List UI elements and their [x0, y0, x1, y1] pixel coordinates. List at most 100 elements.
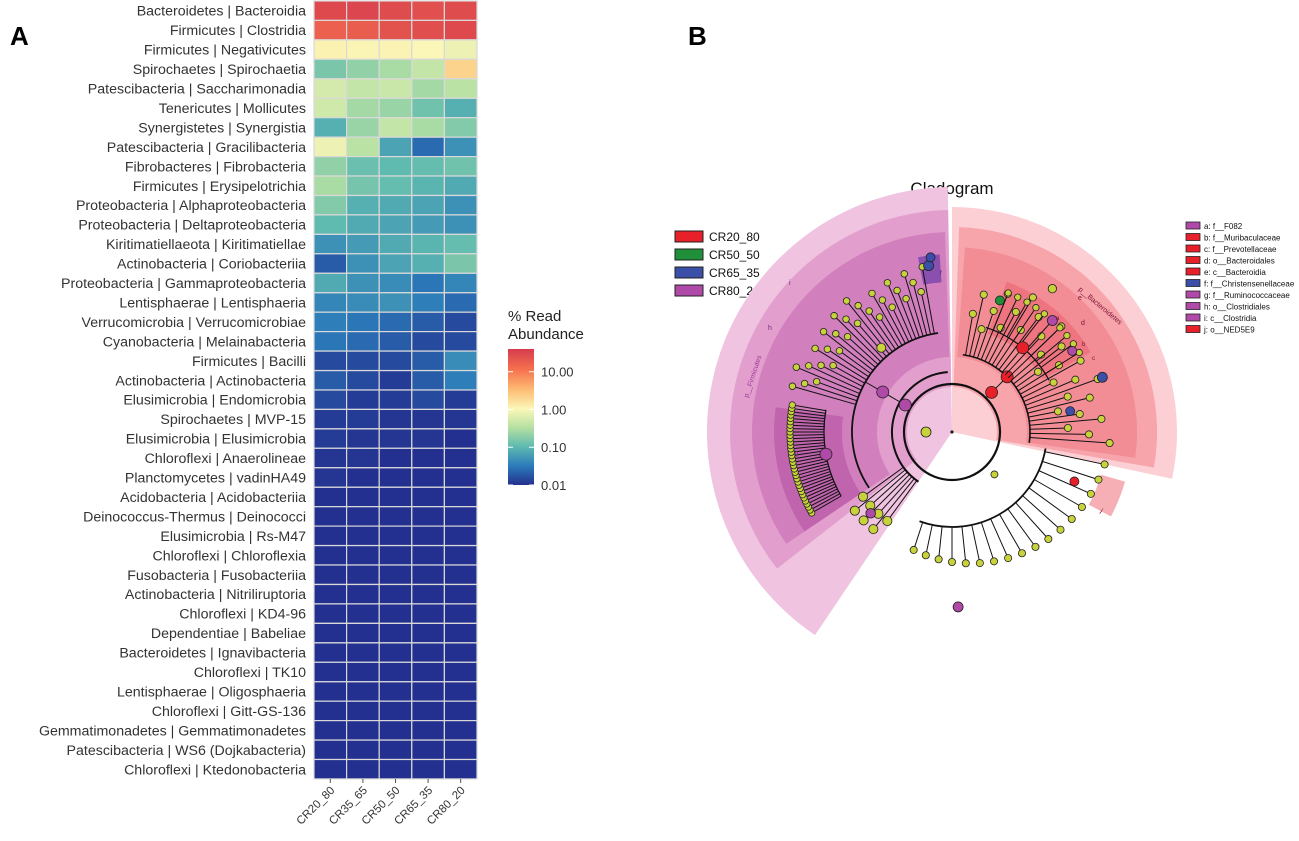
tree-node	[979, 290, 988, 299]
tree-branch	[971, 524, 981, 564]
tree-branch	[799, 476, 833, 489]
tree-node	[934, 555, 943, 564]
heatmap-cell	[411, 739, 445, 761]
heatmap-cell	[378, 544, 413, 566]
tree-node	[1056, 525, 1065, 534]
legend-label-cr50-50: CR50_50	[709, 248, 760, 262]
heatmap-cell	[378, 272, 413, 294]
tree-branch	[790, 436, 825, 440]
tree-branch	[1019, 313, 1045, 346]
heatmap-cell	[443, 603, 478, 624]
heatmap-cell	[411, 408, 445, 430]
heatmap-cell	[346, 19, 380, 41]
heatmap-cell	[378, 603, 413, 624]
heatmap-row-label: Chloroflexi | Chloroflexia	[152, 548, 306, 564]
heatmap-row-label: Patescibacteria | WS6 (Dojkabacteria)	[67, 743, 306, 759]
taxa-key-label: g: f__Ruminococcaceae	[1204, 291, 1290, 300]
heatmap-row-label: Patescibacteria | Saccharimonadia	[88, 82, 306, 98]
tree-node	[921, 551, 930, 560]
heatmap-cell	[443, 233, 478, 255]
tree-node	[1046, 315, 1058, 326]
tree-branch	[1042, 460, 1099, 481]
tree-node	[876, 342, 887, 353]
heatmap-cell	[313, 467, 348, 488]
tree-node	[819, 327, 828, 336]
tree-branch	[976, 310, 995, 359]
heatmap-row-label: Actinobacteria | Coriobacteriia	[117, 257, 306, 273]
heatmap-cell	[313, 681, 348, 702]
tree-branch	[816, 381, 859, 398]
tree-node	[1067, 346, 1078, 356]
heatmap-cell	[411, 117, 445, 138]
heatmap-row-labels: Bacteroidetes | Bacteroidia Firmicutes | …	[39, 4, 306, 779]
heatmap-cell	[346, 506, 380, 527]
taxa-key: a: f__F082 b: f__Muribaculaceae c: f__Prev…	[1185, 221, 1295, 335]
tree-branch	[912, 282, 928, 336]
taxa-key-swatch	[1185, 233, 1201, 241]
heatmap-cell	[411, 719, 445, 741]
tree-node	[1063, 331, 1071, 340]
heatmap-cell	[378, 564, 413, 585]
tree-branch	[791, 447, 826, 453]
heatmap-row-label: Lentisphaerae | Oligosphaeria	[117, 685, 306, 701]
tree-branch	[1029, 432, 1089, 435]
tree-branch	[795, 465, 829, 477]
heatmap-row-label: Deinococcus-Thermus | Deinococci	[83, 509, 306, 525]
tree-branch	[1029, 418, 1102, 426]
tree-node	[990, 557, 999, 566]
heatmap-cell	[313, 253, 348, 274]
tree-node	[1105, 439, 1114, 448]
tree-branch	[1007, 508, 1036, 548]
heatmap-cell	[443, 467, 478, 488]
heatmap-cell	[346, 525, 380, 547]
tree-node	[1065, 406, 1076, 417]
tree-node	[961, 559, 970, 568]
tree-branch	[1010, 354, 1042, 382]
heatmap-row-label: Verrucomicrobia | Verrucomicrobiae	[82, 315, 307, 331]
heatmap-cell	[346, 350, 380, 372]
heatmap-cell	[443, 350, 478, 372]
heatmap-cell	[378, 428, 413, 449]
tree-node	[1075, 410, 1084, 419]
heatmap-row-label: Lentisphaerae | Lentisphaeria	[119, 296, 306, 312]
tree-branch	[1013, 346, 1062, 385]
tree-branch	[854, 469, 906, 512]
root-ring	[902, 382, 1002, 482]
clade-label-i: i	[789, 280, 791, 287]
heatmap-cell	[411, 253, 445, 274]
heatmap-cell	[346, 370, 380, 391]
heatmap-cell	[378, 331, 413, 352]
heatmap-cell	[443, 19, 478, 41]
tree-branch	[790, 434, 825, 436]
heatmap-cell	[378, 0, 413, 21]
heatmap-cell	[313, 350, 348, 372]
heatmap-cell	[411, 525, 445, 547]
heatmap-cell	[346, 117, 380, 138]
taxa-key-swatch	[1185, 267, 1201, 276]
tree-node	[952, 601, 964, 613]
heatmap-cell	[378, 719, 413, 741]
heatmap-cell	[346, 39, 380, 60]
tree-node	[1057, 342, 1066, 351]
tree-node	[842, 315, 850, 323]
legend-swatch-cr80-20	[674, 284, 704, 297]
heatmap-cell	[411, 700, 445, 722]
heatmap-row-label: Actinobacteria | Nitriliruptoria	[125, 587, 306, 603]
tree-node	[917, 288, 925, 296]
heatmap-row-label: Fusobacteria | Fusobacteriia	[127, 568, 306, 584]
tree-arc	[919, 448, 1047, 528]
heatmap-cell	[378, 253, 413, 274]
tree-branch	[790, 424, 825, 428]
heatmap-cell	[378, 467, 413, 488]
legend-swatch-cr50-50	[674, 248, 704, 261]
heatmap-cell	[443, 544, 478, 566]
tree-node	[950, 430, 954, 434]
tree-node	[878, 296, 887, 304]
tree-branch	[1026, 396, 1068, 410]
tree-branch	[1019, 360, 1081, 395]
tree-node	[925, 252, 936, 263]
heatmap-cell	[378, 194, 413, 216]
heatmap-cell	[313, 408, 348, 430]
heatmap-cell	[346, 544, 380, 566]
heatmap-cell	[346, 447, 380, 469]
